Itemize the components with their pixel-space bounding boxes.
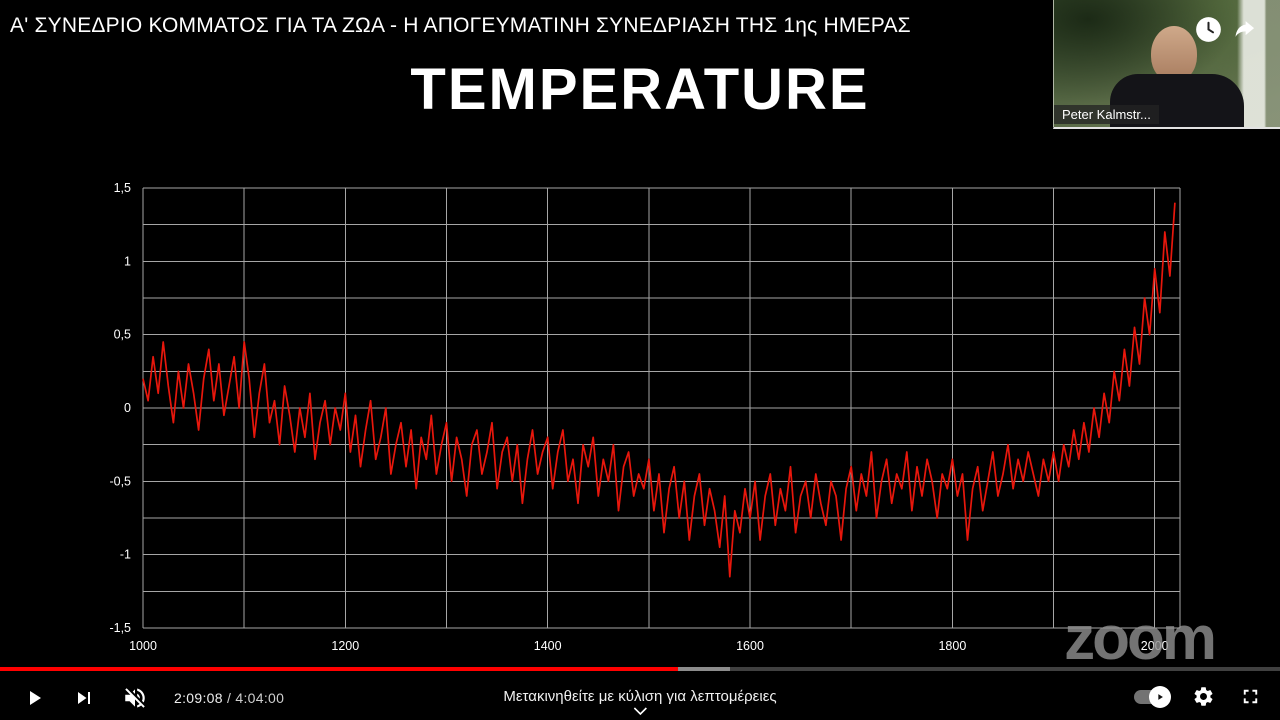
svg-text:1400: 1400 [534, 639, 562, 653]
svg-text:2000: 2000 [1141, 639, 1169, 653]
svg-text:-1: -1 [120, 548, 131, 562]
time-separator: / [222, 690, 236, 706]
svg-text:-1,5: -1,5 [109, 621, 131, 635]
mute-button[interactable] [122, 685, 148, 711]
svg-text:1800: 1800 [938, 639, 966, 653]
scroll-for-details-hint[interactable]: Μετακινηθείτε με κύλιση για λεπτομέρειες [503, 688, 777, 717]
settings-button[interactable] [1192, 685, 1215, 708]
svg-text:1200: 1200 [331, 639, 359, 653]
video-title: Α' ΣΥΝΕΔΡΙΟ ΚΟΜΜΑΤΟΣ ΓΙΑ ΤΑ ΖΩΑ - Η ΑΠΟΓ… [10, 14, 911, 37]
share-icon[interactable] [1231, 16, 1258, 43]
chevron-down-icon[interactable] [503, 706, 776, 717]
player-controls-right [1134, 685, 1262, 708]
scroll-hint-text: Μετακινηθείτε με κύλιση για λεπτομέρειες [503, 688, 777, 705]
svg-text:1,5: 1,5 [114, 181, 131, 195]
fullscreen-icon [1243, 689, 1258, 704]
autoplay-knob-icon [1149, 685, 1171, 708]
fullscreen-button[interactable] [1239, 685, 1262, 708]
svg-text:-0,5: -0,5 [109, 474, 131, 488]
gear-icon [1194, 687, 1213, 706]
current-time: 2:09:08 [174, 690, 223, 706]
speaker-head [1151, 26, 1197, 82]
player-controls-left: 2:09:08 / 4:04:00 [22, 685, 284, 711]
temperature-chart: 1,5 1 0,5 0 -0,5 -1 -1,5 1000 1200 1400 1600 1800 20… [85, 168, 1190, 668]
next-button[interactable] [72, 686, 96, 710]
autoplay-toggle[interactable] [1134, 685, 1171, 708]
duration: 4:04:00 [235, 690, 285, 706]
svg-text:1600: 1600 [736, 639, 764, 653]
watch-later-clock-icon[interactable] [1195, 16, 1222, 43]
participant-name-badge: Peter Kalmstr... [1054, 105, 1159, 124]
clock-icon [1196, 17, 1221, 42]
svg-text:0,5: 0,5 [114, 328, 131, 342]
progress-bar[interactable] [0, 667, 1280, 671]
svg-text:0: 0 [124, 401, 131, 415]
time-display: 2:09:08 / 4:04:00 [174, 690, 284, 706]
svg-text:1000: 1000 [129, 639, 157, 653]
play-icon [30, 691, 41, 705]
zoom-watermark: zoom [1064, 604, 1217, 673]
slide-title: TEMPERATURE [410, 57, 870, 122]
svg-text:1: 1 [124, 254, 131, 268]
volume-muted-icon [125, 688, 145, 708]
share-arrow-icon [1235, 21, 1255, 37]
play-button[interactable] [22, 686, 46, 710]
webcam-video: Peter Kalmstr... [1053, 0, 1280, 129]
skip-next-icon [78, 692, 90, 704]
progress-played [0, 667, 679, 671]
